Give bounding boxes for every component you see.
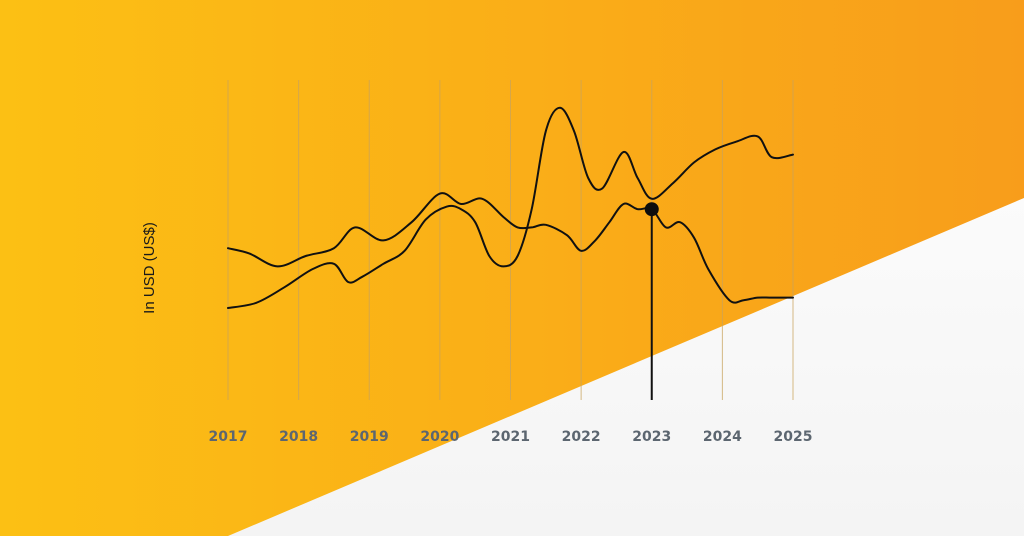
x-tick-label-2023: 2023 bbox=[632, 429, 671, 445]
x-tick-label-2022: 2022 bbox=[562, 429, 601, 445]
series-line-2 bbox=[227, 106, 794, 309]
highlight-point bbox=[644, 202, 659, 217]
y-axis-label: In USD (US$) bbox=[141, 222, 158, 314]
x-tick-label-2024: 2024 bbox=[703, 429, 742, 445]
x-tick-label-2025: 2025 bbox=[774, 429, 813, 445]
x-tick-label-2020: 2020 bbox=[420, 429, 459, 445]
series-line-1 bbox=[227, 192, 794, 304]
x-tick-label-2021: 2021 bbox=[491, 429, 530, 445]
series-group bbox=[227, 106, 794, 309]
x-tick-label-2017: 2017 bbox=[209, 429, 248, 445]
x-tick-label-2019: 2019 bbox=[350, 429, 389, 445]
x-tick-label-2018: 2018 bbox=[279, 429, 318, 445]
x-axis-ticks: 2017 2018 2019 2020 2021 2022 2023 2024 2025 bbox=[209, 429, 813, 445]
highlight-group bbox=[644, 202, 659, 400]
